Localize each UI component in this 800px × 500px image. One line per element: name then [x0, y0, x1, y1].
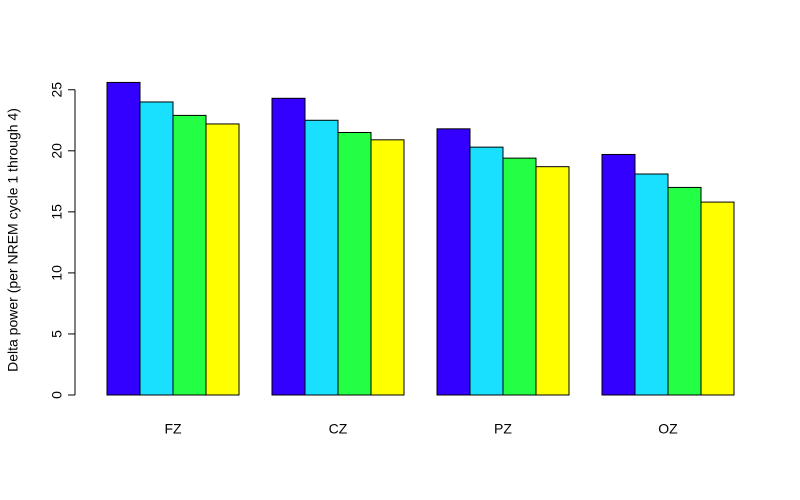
bar	[535, 166, 570, 396]
y-tick-label: 15	[49, 204, 65, 220]
y-tick-label: 0	[49, 391, 65, 399]
bar	[634, 173, 669, 396]
bar	[106, 81, 141, 396]
bar	[370, 139, 405, 396]
x-tick-label: PZ	[494, 421, 512, 437]
bar	[139, 101, 174, 396]
bar	[502, 157, 537, 396]
bar	[667, 186, 702, 396]
bar	[436, 128, 471, 396]
bar	[304, 119, 339, 396]
bar	[469, 146, 504, 396]
x-tick-label: FZ	[164, 421, 182, 437]
bar	[700, 201, 735, 396]
bar	[172, 114, 207, 396]
y-tick-label: 20	[49, 143, 65, 159]
bar	[601, 153, 636, 396]
y-tick-label: 25	[49, 82, 65, 98]
y-axis-label: Delta power (per NREM cycle 1 through 4)	[5, 108, 21, 372]
bar	[337, 131, 372, 396]
x-tick-label: OZ	[658, 421, 678, 437]
y-tick-label: 10	[49, 265, 65, 281]
x-tick-label: CZ	[329, 421, 348, 437]
bar	[205, 123, 240, 396]
y-tick-label: 5	[49, 330, 65, 338]
bar	[271, 97, 306, 396]
